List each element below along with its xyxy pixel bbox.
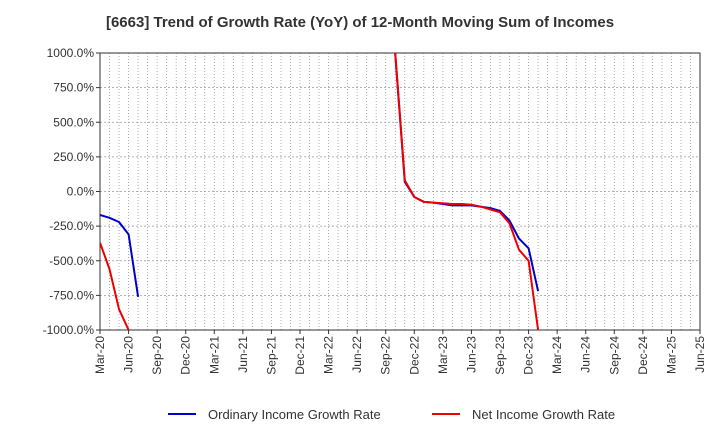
x-tick-label: Dec-20: [179, 336, 193, 375]
x-tick-label: Dec-24: [636, 336, 650, 375]
x-tick-label: Sep-24: [607, 336, 621, 375]
x-tick-label: Jun-21: [236, 336, 250, 373]
plot-frame: [99, 52, 701, 331]
x-tick-label: Sep-21: [264, 336, 278, 375]
y-tick-label: -1000.0%: [43, 323, 95, 337]
x-tick-label: Mar-23: [436, 336, 450, 374]
x-tick-label: Jun-25: [693, 336, 707, 373]
x-tick-label: Sep-22: [379, 336, 393, 375]
legend-label-0: Ordinary Income Growth Rate: [208, 407, 381, 422]
y-tick-label: 1000.0%: [47, 46, 95, 60]
legend-label-1: Net Income Growth Rate: [472, 407, 615, 422]
x-tick-label: Jun-20: [122, 336, 136, 373]
series-line-1: [100, 242, 130, 330]
x-tick-label: Dec-21: [293, 336, 307, 375]
x-tick-label: Dec-22: [407, 336, 421, 375]
y-tick-label: 750.0%: [53, 81, 94, 95]
x-tick-label: Mar-22: [322, 336, 336, 374]
y-tick-label: -750.0%: [49, 288, 94, 302]
x-tick-label: Mar-20: [93, 336, 107, 374]
y-tick-label: 250.0%: [53, 150, 94, 164]
x-tick-label: Mar-24: [550, 336, 564, 374]
y-tick-label: 0.0%: [67, 185, 95, 199]
x-tick-label: Jun-22: [350, 336, 364, 373]
y-tick-label: -500.0%: [49, 254, 94, 268]
chart-title: [6663] Trend of Growth Rate (YoY) of 12-…: [105, 14, 615, 31]
x-tick-label: Jun-24: [579, 336, 593, 373]
y-tick-label: 500.0%: [53, 115, 94, 129]
x-tick-label: Sep-23: [493, 336, 507, 375]
series-line-0: [100, 214, 140, 297]
y-tick-label: -250.0%: [49, 219, 94, 233]
x-tick-label: Jun-23: [464, 336, 478, 373]
x-tick-label: Sep-20: [150, 336, 164, 375]
series-line-1: [394, 53, 540, 330]
x-tick-label: Mar-21: [207, 336, 221, 374]
x-tick-label: Dec-23: [522, 336, 536, 375]
x-tick-label: Mar-25: [664, 336, 678, 374]
